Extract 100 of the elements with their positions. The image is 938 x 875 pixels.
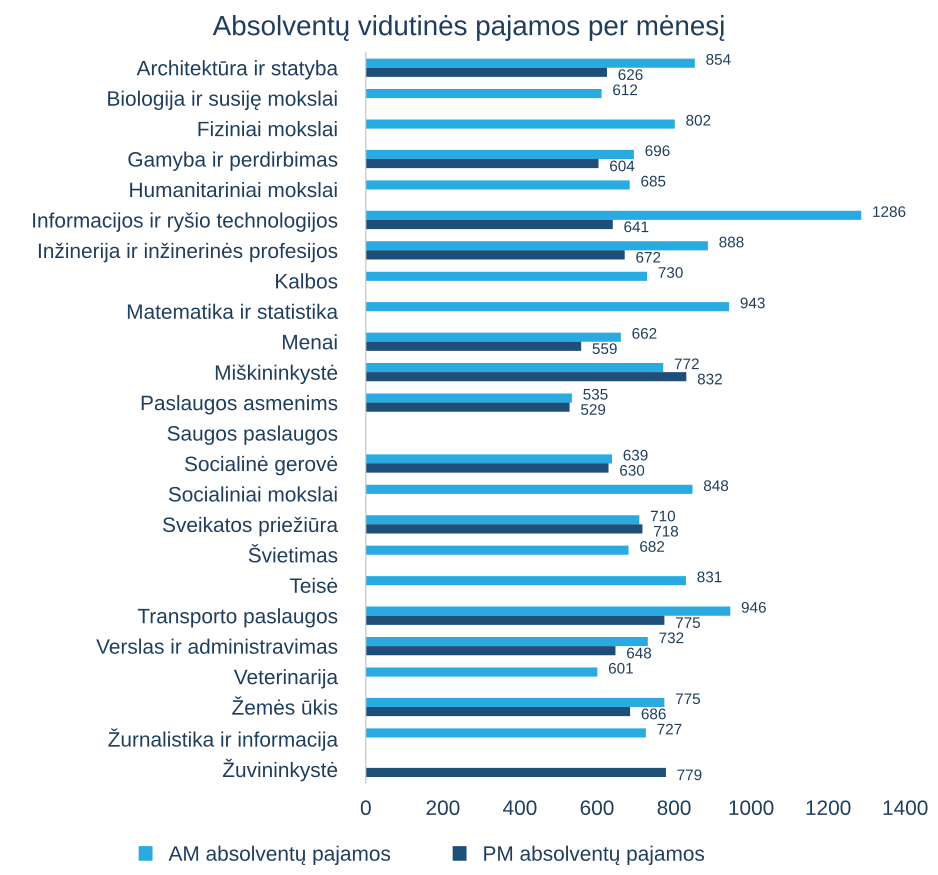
data-label: 604 bbox=[610, 160, 634, 172]
bar bbox=[366, 637, 648, 646]
bar bbox=[366, 515, 640, 524]
y-tick-label: Informacijos ir ryšio technologijos bbox=[33, 212, 338, 232]
y-tick-label: Architektūra ir statyba bbox=[136, 60, 338, 80]
bar bbox=[366, 250, 625, 260]
bar bbox=[366, 372, 686, 382]
y-tick-label: Socialinė gerovė bbox=[184, 456, 338, 476]
data-label: 529 bbox=[581, 404, 606, 415]
y-tick-label: Inžinerija ir inžinerinės profesijos bbox=[38, 242, 338, 262]
bar bbox=[366, 68, 607, 77]
bar bbox=[366, 463, 609, 473]
data-label: 718 bbox=[654, 526, 678, 537]
data-label: 601 bbox=[608, 662, 633, 674]
bar bbox=[366, 150, 634, 160]
data-label: 559 bbox=[592, 343, 617, 354]
data-label: 626 bbox=[618, 69, 643, 80]
y-tick-label: Biologija ir susiję mokslai bbox=[108, 90, 337, 110]
legend-label: AM absolventų pajamos bbox=[168, 846, 390, 866]
bar bbox=[366, 576, 686, 586]
bar bbox=[366, 606, 730, 616]
bar bbox=[366, 180, 630, 190]
y-tick-label: Veterinarija bbox=[234, 669, 338, 688]
data-label: 682 bbox=[640, 541, 664, 552]
data-label: 802 bbox=[686, 114, 710, 126]
y-tick-label: Transporto paslaugos bbox=[138, 608, 338, 628]
bar bbox=[366, 220, 613, 230]
bar bbox=[366, 546, 629, 555]
x-tick-label: 1400 bbox=[884, 800, 928, 816]
bar bbox=[366, 272, 648, 281]
bar bbox=[366, 454, 612, 464]
data-label: 775 bbox=[676, 693, 700, 704]
bar bbox=[366, 332, 621, 342]
y-tick-label: Miškininkystė bbox=[216, 364, 338, 384]
legend-label: PM absolventų pajamos bbox=[484, 846, 704, 866]
data-label: 686 bbox=[642, 708, 666, 720]
bar bbox=[366, 728, 646, 738]
data-label: 639 bbox=[624, 450, 648, 461]
data-label: 848 bbox=[704, 480, 728, 492]
bar bbox=[366, 402, 570, 412]
bar bbox=[366, 241, 708, 250]
bar bbox=[366, 342, 582, 351]
y-tick-label: Gamyba ir perdirbimas bbox=[128, 152, 338, 171]
data-label: 662 bbox=[632, 328, 656, 339]
bar bbox=[366, 646, 616, 656]
data-label: 685 bbox=[641, 176, 666, 187]
bar bbox=[366, 89, 602, 98]
y-tick-label: Švietimas bbox=[248, 544, 338, 563]
x-tick-label: 600 bbox=[580, 800, 614, 816]
data-label: 943 bbox=[740, 298, 765, 308]
data-label: 854 bbox=[706, 54, 731, 65]
bar bbox=[366, 667, 598, 677]
x-tick-label: 800 bbox=[658, 800, 691, 816]
x-tick-label: 200 bbox=[426, 800, 460, 816]
bar bbox=[366, 119, 675, 129]
data-label: 730 bbox=[658, 267, 683, 278]
bar bbox=[366, 707, 630, 716]
data-label: 1286 bbox=[873, 206, 906, 218]
data-label: 535 bbox=[583, 388, 608, 400]
y-tick-label: Saugos paslaugos bbox=[168, 425, 338, 445]
y-tick-label: Teisė bbox=[290, 578, 338, 593]
data-label: 888 bbox=[719, 236, 744, 248]
data-label: 832 bbox=[698, 374, 722, 384]
y-tick-label: Paslaugos asmenims bbox=[142, 395, 338, 414]
data-label: 710 bbox=[650, 510, 676, 522]
data-label: 831 bbox=[697, 572, 722, 582]
y-tick-label: Matematika ir statistika bbox=[128, 304, 338, 320]
bar bbox=[366, 698, 664, 708]
bar bbox=[366, 393, 572, 403]
bar bbox=[366, 210, 862, 220]
chart-title: Absolventų vidutinės pajamos per mėnesį bbox=[212, 15, 724, 41]
y-tick-label: Žurnalistika ir informacija bbox=[108, 728, 338, 751]
data-label: 772 bbox=[674, 358, 699, 370]
data-label: 641 bbox=[624, 221, 648, 232]
y-tick-label: Sveikatos priežiūra bbox=[162, 516, 338, 536]
bar bbox=[366, 302, 730, 312]
data-label: 727 bbox=[657, 724, 682, 734]
data-label: 696 bbox=[646, 145, 670, 156]
bar bbox=[366, 58, 695, 68]
data-label: 672 bbox=[636, 252, 660, 263]
bar bbox=[366, 524, 642, 534]
bar bbox=[366, 768, 666, 778]
y-tick-label: Žemės ūkis bbox=[232, 696, 338, 715]
x-tick-label: 1000 bbox=[729, 800, 774, 816]
y-tick-label: Socialiniai mokslai bbox=[168, 486, 337, 502]
y-tick-label: Žuvininkystė bbox=[222, 758, 338, 782]
y-tick-label: Verslas ir administravimas bbox=[96, 638, 338, 654]
x-tick-label: 0 bbox=[360, 800, 371, 816]
bar bbox=[366, 616, 664, 625]
y-tick-label: Menai bbox=[283, 334, 337, 350]
data-label: 946 bbox=[742, 602, 766, 613]
data-label: 630 bbox=[620, 464, 644, 476]
x-tick-label: 1200 bbox=[806, 800, 850, 816]
data-label: 775 bbox=[676, 617, 700, 628]
y-tick-label: Fiziniai mokslai bbox=[198, 121, 337, 136]
data-label: 648 bbox=[627, 648, 652, 658]
x-tick-label: 400 bbox=[503, 800, 536, 816]
bar bbox=[366, 159, 599, 168]
data-label: 779 bbox=[678, 769, 702, 780]
data-label: 732 bbox=[659, 632, 684, 644]
